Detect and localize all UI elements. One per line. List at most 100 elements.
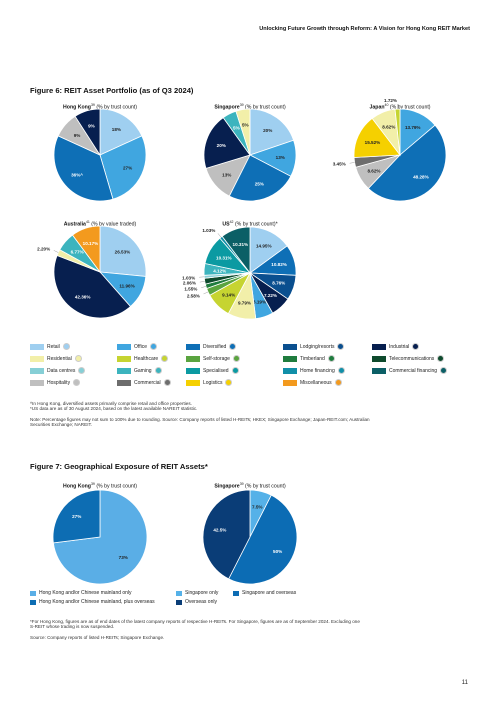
note-line: S-REIT whose trading is now suspended. xyxy=(30,624,115,629)
legend-category-icon xyxy=(78,367,86,374)
note-line: *For Hong Kong, figures are as of end da… xyxy=(30,619,360,624)
pie-slice xyxy=(235,108,251,156)
legend-item: Timberland xyxy=(283,355,335,362)
slice-label: 6.77% xyxy=(71,250,84,255)
legend-label: Hospitality xyxy=(47,379,71,386)
slice-label: 8.62% xyxy=(382,124,395,129)
legend-label: Timberland xyxy=(300,355,325,362)
pie-slice xyxy=(367,124,447,202)
pie-chart: 20% 13% 25% 13% 20% 5%5% xyxy=(203,108,297,202)
pie-slice xyxy=(228,494,298,585)
legend-swatch xyxy=(372,343,386,350)
legend-category-icon xyxy=(437,355,445,362)
slice-label: 2.06% xyxy=(183,281,196,286)
legend-label: Logistics xyxy=(203,379,223,386)
legend-category-icon xyxy=(73,379,81,386)
slice-label: 8.76% xyxy=(272,280,285,285)
legend-label: Gaming xyxy=(134,367,152,374)
legend-category-icon xyxy=(229,343,237,350)
figure-6-title: Figure 6: REIT Asset Portfolio (as of Q3… xyxy=(30,86,194,95)
slice-label: 42.5% xyxy=(213,527,226,532)
legend-swatch xyxy=(176,590,182,596)
legend-category-icon xyxy=(161,355,169,362)
legend-label: Data centres xyxy=(47,367,76,374)
figure-7-title: Figure 7: Geographical Exposure of REIT … xyxy=(30,462,208,471)
pie-title: Australia41 (% by value traded) xyxy=(63,220,137,228)
pie-slice xyxy=(53,254,131,319)
pie-slice xyxy=(99,225,147,277)
pie-slice xyxy=(74,108,101,157)
legend-category-icon xyxy=(440,367,448,374)
slice-label: 27% xyxy=(72,514,81,519)
legend-label: Singapore and overseas xyxy=(242,590,297,596)
slice-label: 2.20% xyxy=(37,246,50,251)
legend-category-icon xyxy=(337,367,345,374)
slice-label: 1.03% xyxy=(182,275,195,280)
slice-label: 26.53% xyxy=(115,249,131,254)
legend-swatch xyxy=(117,379,131,386)
legend-item: Office xyxy=(117,343,157,350)
pie-chart: 13.79% 48.28% 8.62% 3.45% 15.52% 8.62% 1.72% xyxy=(333,98,447,202)
legend-item: Hospitality xyxy=(30,379,81,386)
legend-label: Residential xyxy=(47,355,72,362)
slice-label: 3.45% xyxy=(333,162,346,167)
legend-category-icon xyxy=(232,355,240,362)
leader-line xyxy=(199,281,205,283)
legend-swatch xyxy=(372,367,386,374)
legend-item: Retail xyxy=(30,343,70,350)
pie-title: US42 (% by trust count)* xyxy=(222,220,278,228)
pie-slice xyxy=(203,117,251,169)
legend-swatch xyxy=(117,367,131,374)
note-line: ^In Hong Kong, diversified assets primar… xyxy=(30,401,192,406)
legend-swatch xyxy=(186,355,200,362)
legend-swatch xyxy=(30,343,44,350)
slice-label: 4.12% xyxy=(213,268,226,273)
legend-swatch xyxy=(186,379,200,386)
legend-label: Singapore only xyxy=(185,590,219,596)
legend-swatch xyxy=(30,379,44,386)
legend-category-icon xyxy=(149,343,157,350)
legend-label: Office xyxy=(134,343,147,350)
legend-item: Logistics xyxy=(186,379,233,386)
legend-label: Self-storage xyxy=(203,355,230,362)
legend-item: Hong Kong and/or Chinese mainland only xyxy=(30,590,132,596)
slice-label: 48.28% xyxy=(413,175,429,180)
slice-label: 10.17% xyxy=(83,241,99,246)
note-line: Securities Exchange; NAREIT. xyxy=(30,422,93,427)
legend-item: Lodging/resorts xyxy=(283,343,345,350)
legend-label: Diversified xyxy=(203,343,227,350)
legend-label: Hong Kong and/or Chinese mainland only xyxy=(39,590,132,596)
leader-line xyxy=(203,291,209,295)
pie-slice xyxy=(249,108,295,156)
legend-item: Hong Kong and/or Chinese mainland, plus … xyxy=(30,599,155,605)
slice-label: 7.5% xyxy=(252,505,262,510)
legend-category-icon xyxy=(74,355,82,362)
legend-label: Overseas only xyxy=(185,599,217,605)
figure-6-notes: ^In Hong Kong, diversified assets primar… xyxy=(30,401,370,427)
slice-label: 8.62% xyxy=(367,168,380,173)
legend-label: Home financing xyxy=(300,367,335,374)
legend-item: Data centres xyxy=(30,367,86,374)
legend-category-icon xyxy=(62,343,70,350)
slice-label: 10.31% xyxy=(233,242,249,247)
legend-swatch xyxy=(233,590,239,596)
pie-title: Hong Kong39 (% by trust count) xyxy=(63,103,137,111)
legend-label: Commercial financing xyxy=(389,367,438,374)
legend-category-icon xyxy=(327,355,335,362)
slice-label: 73% xyxy=(119,555,128,560)
slice-label: 18% xyxy=(112,127,121,132)
slice-label: 13% xyxy=(222,172,231,177)
legend-item: Gaming xyxy=(117,367,162,374)
pie-slice xyxy=(202,489,251,580)
legend-swatch xyxy=(30,355,44,362)
pie-chart: 18% 27% 36%^ 9% 9% xyxy=(53,108,147,202)
legend-label: Industrial xyxy=(389,343,410,350)
legend-item: Commercial financing xyxy=(372,367,448,374)
slice-label: 20% xyxy=(217,143,226,148)
legend-category-icon xyxy=(337,343,345,350)
legend-label: Hong Kong and/or Chinese mainland, plus … xyxy=(39,599,155,605)
slice-label: 14.95% xyxy=(256,244,272,249)
page-header: Unlocking Future Growth through Reform: … xyxy=(259,26,470,32)
legend-item: Self-storage xyxy=(186,355,240,362)
slice-label: 11.96% xyxy=(119,284,134,289)
